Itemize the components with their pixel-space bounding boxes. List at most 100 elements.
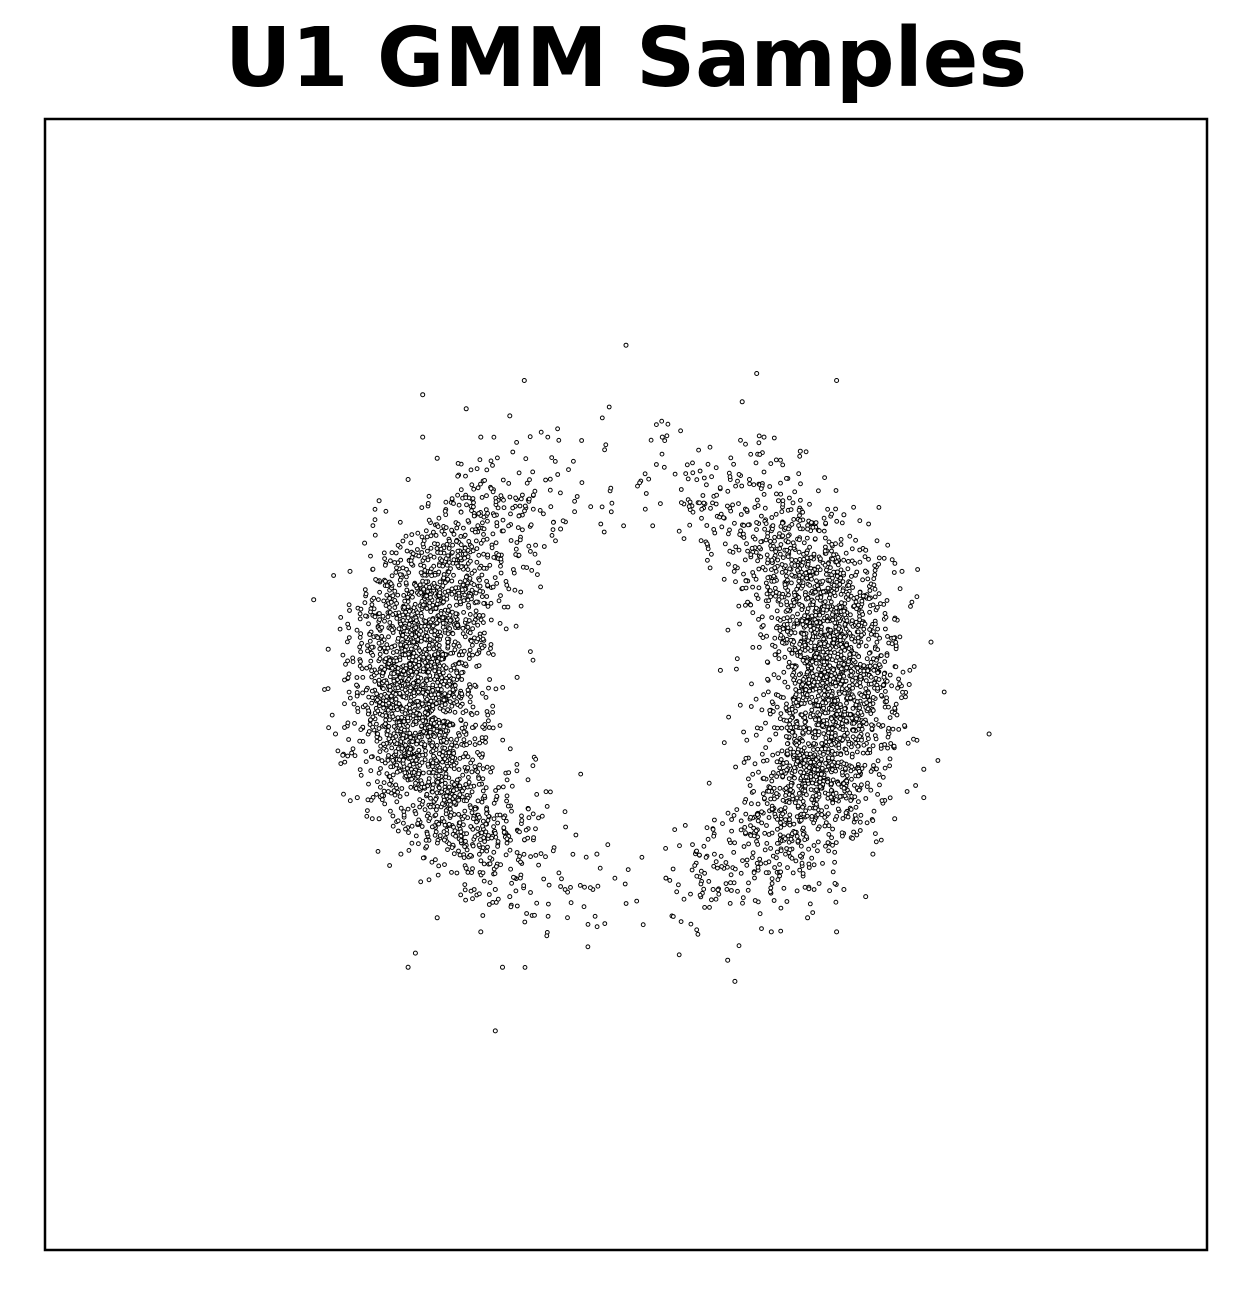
sample-point [501, 825, 507, 831]
sample-point [837, 582, 843, 587]
sample-point [380, 712, 385, 718]
sample-point [823, 535, 828, 541]
sample-point [521, 883, 527, 888]
sample-point [743, 441, 748, 447]
sample-point [349, 750, 355, 756]
sample-point [787, 618, 793, 624]
sample-point [851, 603, 857, 609]
sample-point [366, 694, 372, 700]
sample-point [809, 576, 814, 582]
sample-point [799, 563, 805, 568]
sample-point [410, 551, 416, 556]
sample-point [836, 781, 841, 787]
sample-point [400, 618, 406, 623]
sample-point [410, 803, 416, 808]
sample-point [454, 699, 460, 704]
sample-point [409, 840, 415, 846]
sample-point [622, 881, 628, 887]
sample-point [430, 688, 436, 693]
sample-point [468, 888, 474, 894]
sample-point [792, 489, 798, 495]
sample-point [478, 858, 484, 864]
sample-point [757, 545, 762, 550]
sample-point [733, 544, 739, 550]
sample-point [672, 471, 678, 477]
sample-point [727, 474, 733, 480]
sample-point [377, 656, 383, 662]
sample-point [428, 533, 434, 539]
sample-point [718, 853, 724, 859]
sample-point [784, 476, 789, 481]
sample-point [844, 618, 850, 623]
sample-point [732, 840, 737, 846]
sample-point [725, 488, 731, 494]
sample-point [467, 699, 473, 705]
sample-point [832, 881, 838, 886]
sample-point [745, 599, 750, 605]
sample-point [678, 428, 683, 434]
sample-point [799, 712, 805, 718]
sample-point [892, 705, 898, 711]
sample-point [441, 724, 447, 730]
sample-point [914, 594, 920, 600]
sample-point [518, 875, 523, 881]
sample-point [475, 636, 481, 642]
sample-point [785, 588, 791, 593]
sample-point [746, 841, 751, 847]
sample-point [507, 494, 513, 500]
sample-point [820, 723, 825, 728]
sample-point [787, 647, 792, 652]
sample-point [857, 617, 862, 623]
sample-point [861, 719, 866, 725]
sample-point [734, 807, 740, 812]
sample-point [458, 487, 464, 493]
sample-point [800, 871, 806, 876]
sample-point [781, 695, 786, 700]
sample-point [485, 518, 490, 524]
sample-point [428, 545, 434, 551]
sample-point [401, 732, 406, 738]
sample-point [799, 603, 805, 609]
sample-point [753, 732, 759, 738]
sample-point [446, 841, 452, 847]
sample-point [372, 506, 378, 512]
sample-point [490, 652, 496, 657]
sample-point [809, 665, 814, 671]
sample-point [422, 660, 428, 665]
sample-point [480, 823, 485, 829]
sample-point [455, 492, 461, 498]
sample-point [588, 504, 594, 510]
sample-point [835, 654, 840, 660]
sample-point [399, 715, 405, 720]
sample-point [688, 921, 694, 927]
sample-point [514, 768, 520, 774]
sample-point [634, 898, 640, 904]
sample-point [488, 646, 493, 651]
sample-point [774, 704, 780, 710]
sample-point [831, 636, 837, 642]
sample-point [419, 760, 425, 765]
sample-point [481, 514, 487, 520]
sample-point [642, 506, 648, 512]
sample-point [477, 577, 482, 583]
sample-point [772, 538, 777, 544]
sample-point [477, 851, 482, 857]
sample-point [441, 697, 447, 703]
sample-point [831, 640, 836, 646]
sample-point [822, 692, 827, 698]
sample-point [372, 678, 378, 684]
sample-point [791, 517, 797, 522]
sample-point [397, 794, 403, 799]
sample-point [504, 793, 510, 799]
sample-point [481, 835, 487, 841]
sample-point [792, 563, 798, 568]
sample-point [793, 558, 799, 563]
sample-point [491, 513, 497, 518]
sample-point [758, 486, 764, 492]
sample-point [379, 664, 384, 670]
sample-point [536, 560, 541, 566]
sample-point [726, 561, 731, 567]
sample-point [427, 804, 433, 810]
sample-point [430, 682, 436, 688]
sample-point [853, 675, 859, 681]
